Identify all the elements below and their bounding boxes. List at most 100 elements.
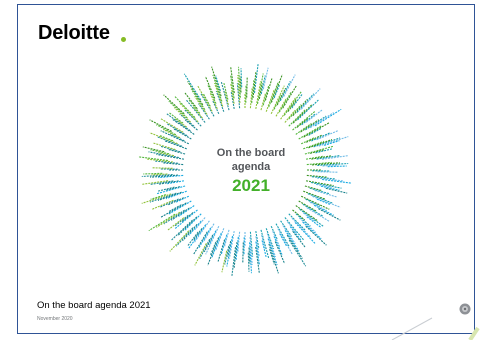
wheel-topic-stroke xyxy=(215,90,225,112)
wheel-topic-stroke xyxy=(288,239,307,267)
wheel-topic-stroke xyxy=(253,63,259,94)
wheel-topic-stroke xyxy=(255,81,262,109)
wheel-topic-stroke xyxy=(174,209,198,230)
wheel-topic-stroke xyxy=(261,234,266,249)
wheel-topic-stroke xyxy=(309,201,328,212)
wheel-topic-stroke xyxy=(233,241,238,269)
wheel-topic-stroke xyxy=(316,154,341,160)
wheel-topic-stroke xyxy=(160,145,181,153)
wheel-topic-stroke xyxy=(148,151,180,159)
wheel-topic-stroke xyxy=(168,111,184,124)
wheel-topic-stroke xyxy=(173,107,192,123)
brand-logo: Deloitte xyxy=(38,22,110,44)
wheel-topic-stroke xyxy=(287,221,298,234)
wheel-topic-stroke xyxy=(313,137,341,148)
wheel-topic-stroke xyxy=(306,180,334,187)
wheel-topic-stroke xyxy=(327,165,347,168)
wheel-topic-stroke xyxy=(143,172,163,175)
wheel-topic-stroke xyxy=(302,203,323,217)
wheel-topic-stroke xyxy=(167,123,188,137)
wheel-topic-stroke xyxy=(209,241,217,257)
wheel-topic-stroke xyxy=(284,217,305,241)
wheel-topic-stroke xyxy=(183,73,202,101)
footer-title: On the board agenda 2021 xyxy=(37,300,151,311)
wheel-topic-stroke xyxy=(203,234,214,253)
wheel-topic-stroke xyxy=(265,89,275,112)
wheel-topic-stroke xyxy=(183,91,198,110)
wheel-topic-stroke xyxy=(150,149,170,155)
wheel-topic-stroke xyxy=(237,75,241,104)
wheel-topic-stroke xyxy=(282,225,296,245)
wheel-topic-stroke xyxy=(146,158,174,163)
wheel-topic-stroke xyxy=(277,228,293,255)
wheel-topic-stroke xyxy=(248,247,251,264)
wheel-topic-stroke xyxy=(300,137,316,145)
wheel-topic-stroke xyxy=(267,238,278,266)
wheel-topic-stroke xyxy=(265,228,275,250)
wheel-topic-stroke xyxy=(226,235,234,267)
wheel-topic-stroke xyxy=(283,74,296,97)
footer-date: November 2020 xyxy=(37,316,73,322)
wheel-topic-stroke xyxy=(255,246,260,274)
wheel-topic-stroke xyxy=(177,216,198,236)
wheel-topic-stroke xyxy=(165,112,191,132)
wheel-topic-stroke xyxy=(312,195,341,208)
wheel-topic-stroke xyxy=(207,237,220,266)
wheel-topic-stroke xyxy=(268,81,279,108)
wheel-topic-stroke xyxy=(276,87,287,106)
wheel-topic-stroke xyxy=(292,230,307,249)
wheel-topic-stroke xyxy=(193,231,208,255)
wheel-topic-stroke xyxy=(237,66,241,98)
wheel-topic-stroke xyxy=(156,136,183,147)
wheel-topic-stroke xyxy=(151,199,174,211)
wheel-topic-stroke xyxy=(269,248,275,265)
wheel-topic-stroke xyxy=(166,217,185,232)
wheel-topic-stroke xyxy=(300,119,320,133)
wheel-topic-stroke xyxy=(197,85,213,112)
wheel-topic-stroke xyxy=(304,145,334,155)
wheel-topic-stroke xyxy=(249,87,253,109)
wheel-topic-stroke xyxy=(270,74,283,103)
wheel-topic-stroke xyxy=(291,217,311,238)
wheel-topic-stroke xyxy=(258,83,263,100)
wheel-topic-stroke xyxy=(298,125,322,140)
wheel-topic-stroke xyxy=(295,213,311,227)
wheel-topic-stroke xyxy=(305,108,324,123)
wheel-topic-stroke xyxy=(286,234,303,259)
wheel-topic-stroke xyxy=(190,88,206,111)
wheel-topic-stroke xyxy=(273,236,283,256)
wheel-topic-stroke xyxy=(294,222,316,244)
wheel-topic-stroke xyxy=(224,91,229,106)
wheel-topic-stroke xyxy=(325,187,348,194)
wheel-topic-stroke xyxy=(275,98,287,117)
wheel-topic-stroke xyxy=(296,93,315,113)
wheel-topic-stroke xyxy=(152,167,173,169)
wheel-topic-stroke xyxy=(168,100,188,119)
wheel-topic-stroke xyxy=(170,207,190,221)
wheel-topic-stroke xyxy=(249,231,254,257)
wheel-topic-stroke xyxy=(169,133,185,142)
wheel-topic-stroke xyxy=(165,190,187,200)
wheel-topic-stroke xyxy=(288,104,302,120)
wheel-topic-stroke xyxy=(284,229,300,252)
wheel-topic-stroke xyxy=(149,180,174,186)
wheel-topic-stroke xyxy=(279,233,287,247)
wheel-topic-stroke xyxy=(240,68,243,88)
wheel-topic-stroke xyxy=(220,234,228,255)
wheel-topic-stroke xyxy=(228,231,235,259)
wheel-topic-stroke xyxy=(208,230,217,246)
wheel-topic-stroke xyxy=(220,81,230,111)
wheel-topic-stroke xyxy=(138,156,169,162)
wheel-topic-stroke xyxy=(141,180,169,185)
wheel-topic-stroke xyxy=(156,153,184,160)
wheel-topic-stroke xyxy=(304,115,327,131)
wheel-topic-stroke xyxy=(292,110,316,131)
wheel-topic-stroke xyxy=(163,94,185,115)
wheel-topic-stroke xyxy=(174,195,190,203)
wheel-topic-stroke xyxy=(160,118,184,133)
wheel-topic-stroke xyxy=(179,102,199,123)
disc-icon xyxy=(459,303,471,315)
wheel-topic-stroke xyxy=(174,117,188,128)
